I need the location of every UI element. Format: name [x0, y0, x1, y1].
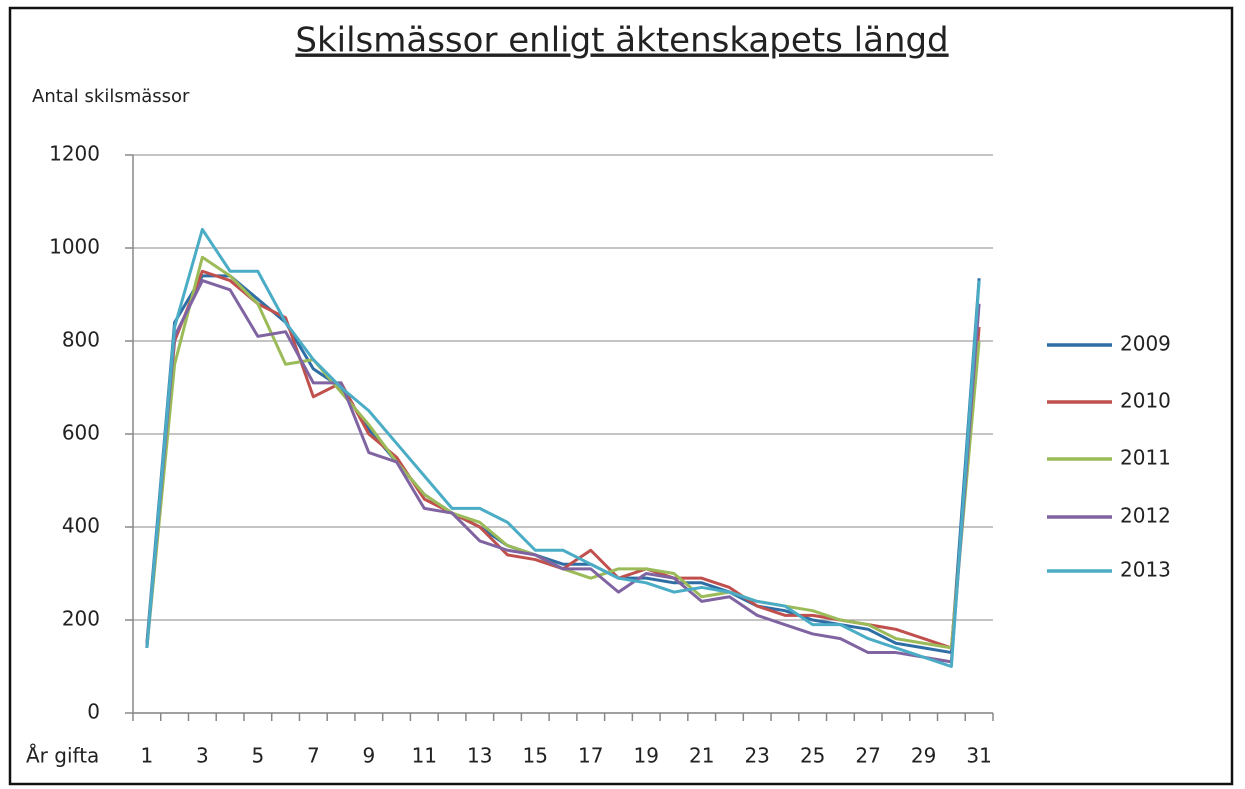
x-tick-label: 5 [251, 744, 264, 768]
x-tick-label: 11 [412, 744, 437, 768]
x-tick-label: 3 [196, 744, 209, 768]
x-tick-label: 19 [633, 744, 658, 768]
x-tick-label: 23 [744, 744, 769, 768]
chart-title: Skilsmässor enligt äktenskapets längd [295, 21, 948, 61]
x-tick-label: 9 [362, 744, 375, 768]
y-tick-label: 200 [62, 607, 100, 631]
legend-label: 2009 [1120, 332, 1171, 356]
x-tick-label: 21 [689, 744, 714, 768]
y-tick-label: 1000 [49, 235, 100, 259]
x-tick-label: 1 [141, 744, 154, 768]
legend-label: 2010 [1120, 389, 1171, 413]
y-tick-label: 400 [62, 514, 100, 538]
x-tick-label: 7 [307, 744, 320, 768]
legend-label: 2011 [1120, 446, 1171, 470]
x-tick-label: 13 [467, 744, 492, 768]
x-tick-label: 31 [966, 744, 991, 768]
x-tick-label: 15 [523, 744, 548, 768]
x-tick-label: 17 [578, 744, 603, 768]
y-tick-label: 0 [87, 700, 100, 724]
y-tick-label: 800 [62, 328, 100, 352]
x-tick-label: 25 [800, 744, 825, 768]
x-tick-label: 27 [855, 744, 880, 768]
y-tick-label: 600 [62, 421, 100, 445]
legend-label: 2012 [1120, 504, 1171, 528]
y-axis-label: Antal skilsmässor [32, 86, 190, 107]
legend-label: 2013 [1120, 558, 1171, 582]
x-axis-label: År gifta [26, 744, 99, 768]
y-tick-label: 1200 [49, 142, 100, 166]
x-tick-label: 29 [911, 744, 936, 768]
series-line [145, 227, 981, 668]
series-line [145, 279, 981, 664]
frame [8, 6, 1234, 786]
